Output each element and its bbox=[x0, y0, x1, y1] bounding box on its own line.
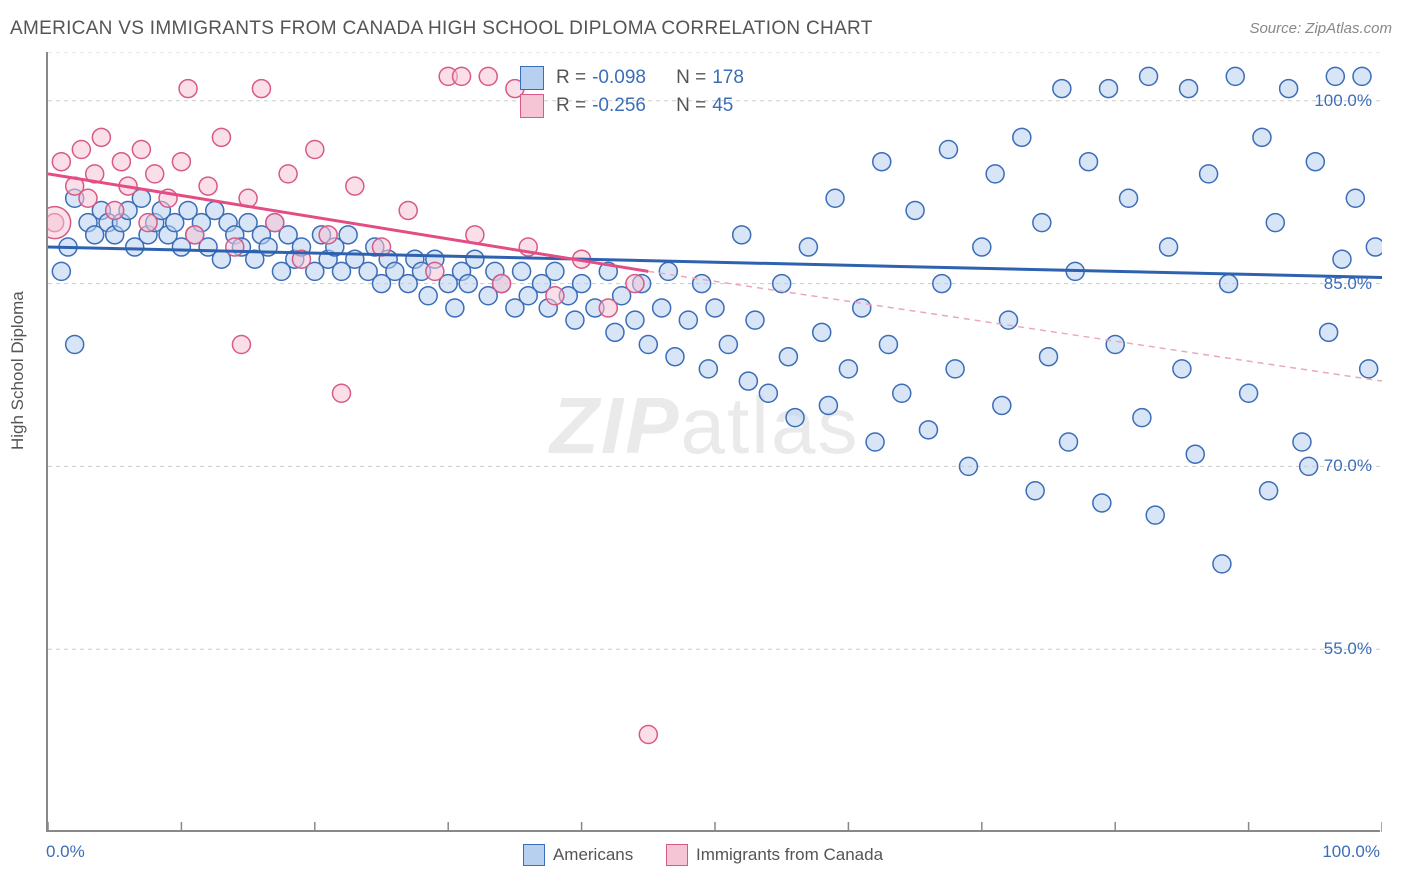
chart-title: AMERICAN VS IMMIGRANTS FROM CANADA HIGH … bbox=[10, 18, 873, 40]
legend-stats-row: R = -0.098 N = 178 bbox=[520, 64, 782, 92]
chart-root: AMERICAN VS IMMIGRANTS FROM CANADA HIGH … bbox=[0, 0, 1406, 892]
y-axis-label: High School Diploma bbox=[8, 291, 28, 450]
stat-n-blue: 178 bbox=[712, 67, 782, 89]
legend-label: Americans bbox=[553, 845, 633, 865]
legend-label: Immigrants from Canada bbox=[696, 845, 883, 865]
stat-label: R = bbox=[556, 67, 586, 89]
stat-n-pink: 45 bbox=[712, 95, 782, 117]
scatter-svg bbox=[48, 52, 1382, 832]
y-tick-label: 100.0% bbox=[1314, 91, 1372, 111]
y-tick-label: 85.0% bbox=[1324, 274, 1372, 294]
y-tick-label: 55.0% bbox=[1324, 639, 1372, 659]
legend-item-canada: Immigrants from Canada bbox=[666, 844, 883, 866]
stat-r-blue: -0.098 bbox=[592, 67, 662, 89]
legend-stats: R = -0.098 N = 178 R = -0.256 N = 45 bbox=[520, 64, 782, 120]
y-tick-label: 70.0% bbox=[1324, 456, 1372, 476]
stat-label: R = bbox=[556, 95, 586, 117]
legend-series: Americans Immigrants from Canada bbox=[0, 844, 1406, 871]
legend-swatch-blue bbox=[523, 844, 545, 866]
legend-swatch-pink bbox=[520, 94, 544, 118]
plot-area bbox=[46, 52, 1380, 832]
legend-swatch-pink bbox=[666, 844, 688, 866]
legend-stats-row: R = -0.256 N = 45 bbox=[520, 92, 782, 120]
stat-label: N = bbox=[676, 67, 706, 89]
legend-item-americans: Americans bbox=[523, 844, 633, 866]
stat-r-pink: -0.256 bbox=[592, 95, 662, 117]
legend-swatch-blue bbox=[520, 66, 544, 90]
source-label: Source: ZipAtlas.com bbox=[1249, 20, 1392, 37]
stat-label: N = bbox=[676, 95, 706, 117]
